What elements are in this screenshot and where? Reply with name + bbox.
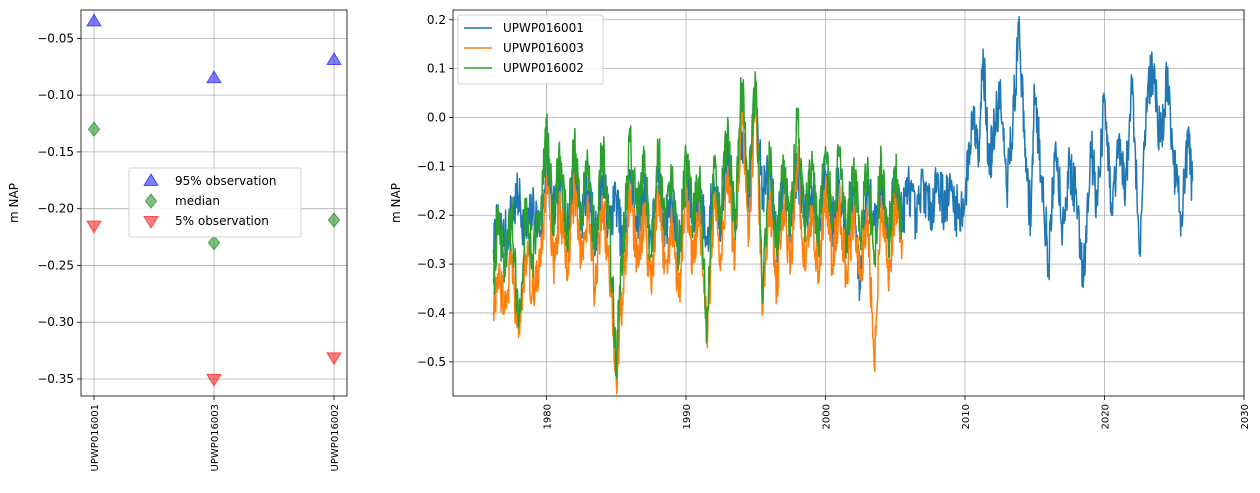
marker-triangle-up-upwp016003 [206,70,222,84]
series-line-upwp016002 [492,71,903,380]
right-x-ticks: 1980 1990 2000 2010 2020 2030 [542,396,1251,429]
left-x-tick-label: UPWP016001 [90,404,101,471]
right-x-tick-label: 2010 [961,404,972,429]
right-legend-label: UPWP016001 [503,21,584,35]
left-chart: −0.35 −0.30 −0.25 −0.20 −0.15 −0.10 −0.05 UPWP… [7,9,348,471]
right-y-tick-label: −0.4 [417,306,446,320]
left-legend-label: 95% observation [175,174,276,188]
right-y-tick-label: −0.5 [417,355,446,369]
right-y-tick-label: 0.0 [427,110,446,124]
right-x-tick-label: 1980 [542,404,553,429]
right-x-tick-label: 1990 [682,404,693,429]
left-y-tick-label: −0.20 [37,202,74,216]
marker-diamond-upwp016002 [327,212,341,228]
left-y-tick-label: −0.30 [37,315,74,329]
right-y-tick-label: −0.2 [417,208,446,222]
left-markers [86,13,342,387]
right-x-tick-label: 2030 [1240,404,1251,429]
left-legend-label: median [175,194,220,208]
left-legend-box [128,167,302,238]
left-y-tick-label: −0.05 [37,31,74,45]
right-legend-label: UPWP016003 [503,41,584,55]
left-y-tick-label: −0.15 [37,145,74,159]
right-legend: UPWP016001 UPWP016003 UPWP016002 [457,14,604,85]
right-legend-box [457,14,604,85]
marker-diamond-upwp016003 [207,234,221,251]
marker-triangle-down-upwp016001 [86,220,102,234]
left-y-ticks: −0.35 −0.30 −0.25 −0.20 −0.15 −0.10 −0.05 [37,31,81,386]
marker-triangle-down-upwp016002 [326,352,342,366]
left-legend-marker-1 [144,193,158,209]
left-legend-marker-0 [143,173,159,187]
left-y-tick-label: −0.10 [37,88,74,102]
marker-triangle-up-upwp016001 [86,13,102,27]
left-y-tick-label: −0.35 [37,372,74,386]
marker-diamond-upwp016001 [87,121,101,138]
left-y-axis-label: m NAP [7,183,21,223]
right-axes-frame [452,9,1245,397]
left-x-tick-label: UPWP016003 [210,404,221,471]
right-y-tick-label: 0.1 [427,62,446,76]
left-x-ticks: UPWP016001 UPWP016003 UPWP016002 [90,396,341,471]
right-y-tick-label: 0.2 [427,13,446,27]
marker-triangle-down-upwp016003 [206,373,222,387]
right-x-tick-label: 2000 [821,404,832,429]
right-series-lines [492,16,1194,395]
left-x-tick-label: UPWP016002 [330,404,341,471]
right-y-ticks: −0.5 −0.4 −0.3 −0.2 −0.1 0.0 0.1 0.2 [417,13,453,369]
right-x-tick-label: 2020 [1100,404,1111,429]
left-legend-marker-2 [143,215,159,229]
right-y-axis-label: m NAP [389,183,403,223]
left-legend: 95% observation median 5% observation [128,167,302,238]
left-y-tick-label: −0.25 [37,258,74,272]
right-legend-label: UPWP016002 [503,61,584,75]
series-line-upwp016003 [492,87,903,395]
right-y-tick-label: −0.1 [417,159,446,173]
left-legend-label: 5% observation [175,214,269,228]
right-chart: −0.5 −0.4 −0.3 −0.2 −0.1 0.0 0.1 0.2 1980 1990 20… [389,9,1251,429]
right-y-tick-label: −0.3 [417,257,446,271]
marker-triangle-up-upwp016002 [326,51,342,66]
